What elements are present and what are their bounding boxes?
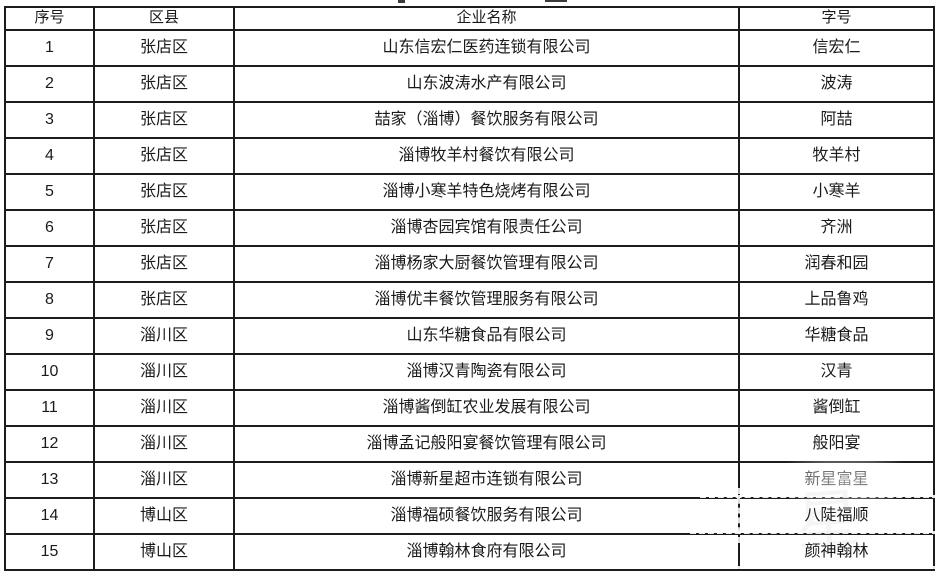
- row-number-cell: 6: [4, 209, 95, 247]
- row-number-cell: 10: [4, 353, 95, 391]
- table-row: 8 张店区 淄博优丰餐饮管理服务有限公司 上品鲁鸡: [4, 281, 935, 319]
- row-number-cell: 3: [4, 101, 95, 139]
- row-number-cell: 1: [4, 29, 95, 67]
- company-name-cell: 淄博翰林食府有限公司: [233, 533, 740, 571]
- row-number-cell: 7: [4, 245, 95, 283]
- company-table: 序号 区县 企业名称 字号 1 张店区 山东信宏仁医药连锁有限公司 信宏仁 2 张店区 山东…: [4, 6, 935, 571]
- trade-name-cell: 颜神翰林: [738, 533, 935, 571]
- district-cell: 张店区: [93, 209, 235, 247]
- district-cell: 张店区: [93, 245, 235, 283]
- table-row: 9 淄川区 山东华糖食品有限公司 华糖食品: [4, 317, 935, 355]
- trade-name-cell: 齐洲: [738, 209, 935, 247]
- trade-name-cell: 牧羊村: [738, 137, 935, 175]
- trade-name-cell: 汉青: [738, 353, 935, 391]
- trade-name-cell: 润春和园: [738, 245, 935, 283]
- row-number-cell: 15: [4, 533, 95, 571]
- company-name-cell: 淄博牧羊村餐饮有限公司: [233, 137, 740, 175]
- trade-name-cell: 新星富星: [738, 461, 935, 499]
- cropped-title-artifact: [398, 0, 405, 3]
- trade-name-cell: 波涛: [738, 65, 935, 103]
- row-number-cell: 5: [4, 173, 95, 211]
- table-row: 2 张店区 山东波涛水产有限公司 波涛: [4, 65, 935, 103]
- district-cell: 博山区: [93, 497, 235, 535]
- table-row: 6 张店区 淄博杏园宾馆有限责任公司 齐洲: [4, 209, 935, 247]
- company-name-cell: 淄博新星超市连锁有限公司: [233, 461, 740, 499]
- district-cell: 淄川区: [93, 389, 235, 427]
- table-body: 1 张店区 山东信宏仁医药连锁有限公司 信宏仁 2 张店区 山东波涛水产有限公司 波涛 3 张店区…: [4, 29, 935, 571]
- company-name-cell: 淄博杏园宾馆有限责任公司: [233, 209, 740, 247]
- district-cell: 淄川区: [93, 317, 235, 355]
- district-cell: 淄川区: [93, 353, 235, 391]
- district-cell: 博山区: [93, 533, 235, 571]
- table-row: 4 张店区 淄博牧羊村餐饮有限公司 牧羊村: [4, 137, 935, 175]
- cropped-title-artifact: [545, 0, 567, 2]
- table-row: 7 张店区 淄博杨家大厨餐饮管理有限公司 润春和园: [4, 245, 935, 283]
- row-number-cell: 2: [4, 65, 95, 103]
- company-name-cell: 淄博福硕餐饮服务有限公司: [233, 497, 740, 535]
- header-row: 序号 区县 企业名称 字号: [4, 6, 935, 31]
- row-number-cell: 11: [4, 389, 95, 427]
- row-number-cell: 8: [4, 281, 95, 319]
- trade-name-cell: 酱倒缸: [738, 389, 935, 427]
- trade-name-cell: 上品鲁鸡: [738, 281, 935, 319]
- header-district: 区县: [93, 6, 235, 31]
- table-row: 1 张店区 山东信宏仁医药连锁有限公司 信宏仁: [4, 29, 935, 67]
- company-name-cell: 喆家（淄博）餐饮服务有限公司: [233, 101, 740, 139]
- district-cell: 淄川区: [93, 461, 235, 499]
- district-cell: 张店区: [93, 137, 235, 175]
- district-cell: 淄川区: [93, 425, 235, 463]
- table-row: 3 张店区 喆家（淄博）餐饮服务有限公司 阿喆: [4, 101, 935, 139]
- company-name-cell: 淄博酱倒缸农业发展有限公司: [233, 389, 740, 427]
- trade-name-cell: 小寒羊: [738, 173, 935, 211]
- trade-name-cell: 信宏仁: [738, 29, 935, 67]
- district-cell: 张店区: [93, 101, 235, 139]
- company-name-cell: 山东波涛水产有限公司: [233, 65, 740, 103]
- company-name-cell: 淄博孟记般阳宴餐饮管理有限公司: [233, 425, 740, 463]
- trade-name-cell: 华糖食品: [738, 317, 935, 355]
- trade-name-cell: 八陡福顺: [738, 497, 935, 535]
- table-row: 5 张店区 淄博小寒羊特色烧烤有限公司 小寒羊: [4, 173, 935, 211]
- district-cell: 张店区: [93, 29, 235, 67]
- table-row: 10 淄川区 淄博汉青陶瓷有限公司 汉青: [4, 353, 935, 391]
- row-number-cell: 9: [4, 317, 95, 355]
- district-cell: 张店区: [93, 173, 235, 211]
- company-name-cell: 淄博优丰餐饮管理服务有限公司: [233, 281, 740, 319]
- trade-name-cell: 阿喆: [738, 101, 935, 139]
- table-row: 13 淄川区 淄博新星超市连锁有限公司 新星富星: [4, 461, 935, 499]
- row-number-cell: 12: [4, 425, 95, 463]
- company-name-cell: 淄博小寒羊特色烧烤有限公司: [233, 173, 740, 211]
- table-row: 14 博山区 淄博福硕餐饮服务有限公司 八陡福顺: [4, 497, 935, 535]
- district-cell: 张店区: [93, 281, 235, 319]
- header-trade-name: 字号: [738, 6, 935, 31]
- company-table-container: 序号 区县 企业名称 字号 1 张店区 山东信宏仁医药连锁有限公司 信宏仁 2 张店区 山东…: [4, 6, 935, 571]
- company-name-cell: 淄博汉青陶瓷有限公司: [233, 353, 740, 391]
- row-number-cell: 13: [4, 461, 95, 499]
- table-row: 15 博山区 淄博翰林食府有限公司 颜神翰林: [4, 533, 935, 571]
- header-row-number: 序号: [4, 6, 95, 31]
- table-row: 11 淄川区 淄博酱倒缸农业发展有限公司 酱倒缸: [4, 389, 935, 427]
- row-number-cell: 14: [4, 497, 95, 535]
- trade-name-cell: 般阳宴: [738, 425, 935, 463]
- table-header: 序号 区县 企业名称 字号: [4, 6, 935, 31]
- company-name-cell: 山东信宏仁医药连锁有限公司: [233, 29, 740, 67]
- district-cell: 张店区: [93, 65, 235, 103]
- company-name-cell: 山东华糖食品有限公司: [233, 317, 740, 355]
- table-row: 12 淄川区 淄博孟记般阳宴餐饮管理有限公司 般阳宴: [4, 425, 935, 463]
- header-company-name: 企业名称: [233, 6, 740, 31]
- company-name-cell: 淄博杨家大厨餐饮管理有限公司: [233, 245, 740, 283]
- row-number-cell: 4: [4, 137, 95, 175]
